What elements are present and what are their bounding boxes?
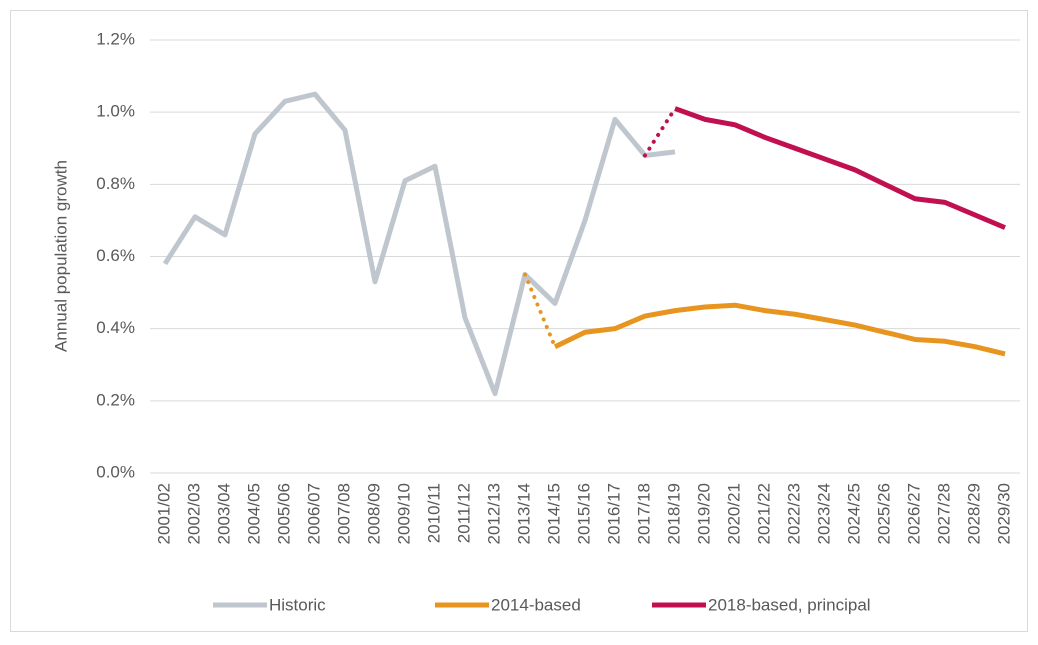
x-tick-label: 2005/06 — [274, 483, 293, 544]
x-tick-label: 2013/14 — [514, 483, 533, 544]
x-tick-label: 2027/28 — [934, 483, 953, 544]
y-tick-label: 0.8% — [96, 174, 135, 193]
y-tick-label: 0.6% — [96, 246, 135, 265]
x-tick-label: 2001/02 — [154, 483, 173, 544]
y-tick-label: 1.2% — [96, 29, 135, 48]
y-tick-label: 0.0% — [96, 462, 135, 481]
x-tick-label: 2006/07 — [304, 483, 323, 544]
y-tick-label: 0.4% — [96, 318, 135, 337]
x-tick-label: 2012/13 — [484, 483, 503, 544]
x-tick-label: 2002/03 — [184, 483, 203, 544]
x-tick-label: 2008/09 — [364, 483, 383, 544]
x-tick-label: 2018/19 — [664, 483, 683, 544]
x-tick-label: 2014/15 — [544, 483, 563, 544]
y-tick-label: 1.0% — [96, 102, 135, 121]
chart-frame — [10, 10, 1028, 632]
x-tick-label: 2023/24 — [814, 483, 833, 544]
connector-line — [523, 272, 557, 349]
x-tick-label: 2016/17 — [604, 483, 623, 544]
x-tick-label: 2026/27 — [904, 483, 923, 544]
x-tick-label: 2010/11 — [424, 483, 443, 543]
x-tick-label: 2007/08 — [334, 483, 353, 544]
series-line — [162, 91, 676, 397]
series-line — [674, 106, 1006, 230]
x-tick-label: 2017/18 — [634, 483, 653, 544]
x-tick-label: 2028/29 — [964, 483, 983, 544]
x-tick-label: 2021/22 — [754, 483, 773, 544]
x-tick-label: 2024/25 — [844, 483, 863, 544]
x-tick-label: 2011/12 — [454, 483, 473, 543]
legend-label: 2018-based, principal — [708, 595, 871, 614]
legend-label: 2014-based — [491, 595, 581, 614]
x-tick-label: 2015/16 — [574, 483, 593, 544]
x-tick-label: 2004/05 — [244, 483, 263, 544]
x-tick-label: 2029/30 — [994, 483, 1013, 544]
x-tick-label: 2022/23 — [784, 483, 803, 544]
x-tick-label: 2019/20 — [694, 483, 713, 544]
x-tick-label: 2025/26 — [874, 483, 893, 544]
connector-line — [643, 106, 677, 158]
legend-label: Historic — [269, 595, 326, 614]
y-tick-label: 0.2% — [96, 390, 135, 409]
x-tick-label: 2003/04 — [214, 483, 233, 544]
x-tick-label: 2009/10 — [394, 483, 413, 544]
x-tick-label: 2020/21 — [724, 483, 743, 544]
series-line — [553, 302, 1006, 357]
y-axis-label: Annual population growth — [51, 160, 70, 352]
